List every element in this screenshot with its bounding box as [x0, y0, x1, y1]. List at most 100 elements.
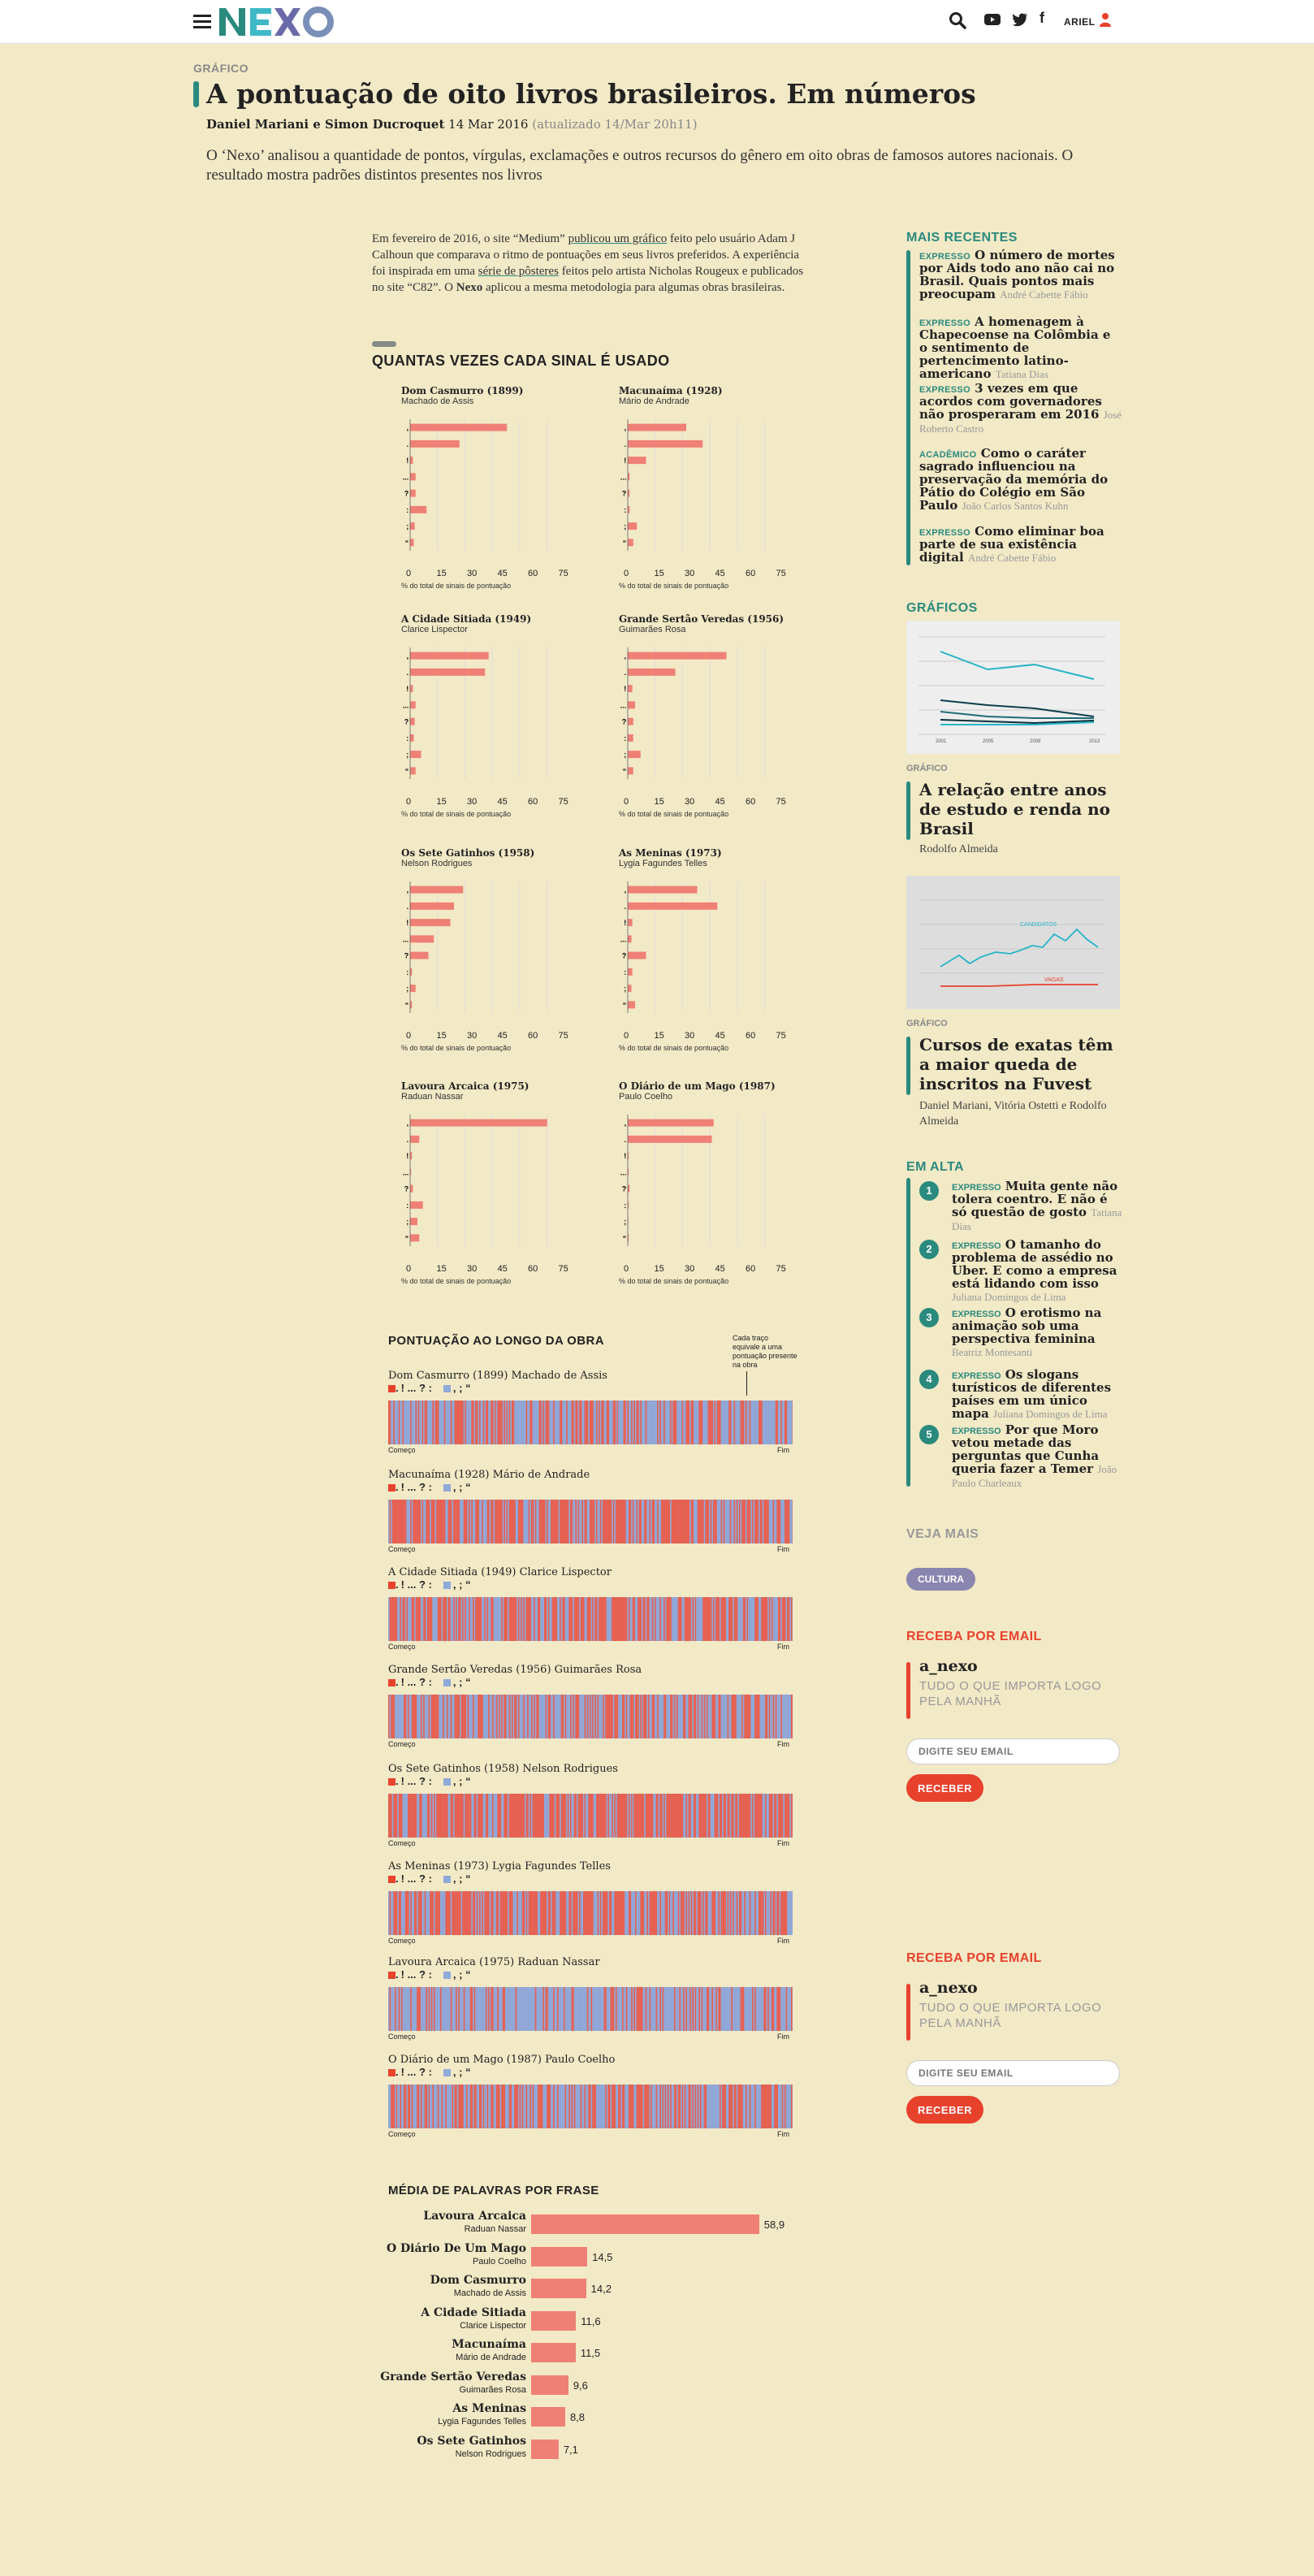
punctuation-mark [510, 1695, 512, 1738]
email-input-2[interactable] [906, 2060, 1120, 2086]
recent-title[interactable]: Como eliminar boa parte de sua existênci… [919, 524, 1104, 565]
punctuation-mark [657, 1987, 659, 2031]
punctuation-mark [746, 1597, 747, 1641]
hot-author[interactable]: Tatiana Dias [952, 1206, 1122, 1232]
punctuation-mark [713, 1597, 715, 1641]
recent-title[interactable]: A homenagem à Chapecoense na Colômbia e … [919, 314, 1111, 381]
barcode-ends: Começo Fim [388, 1643, 793, 1651]
hot-item[interactable]: EXPRESSO O erotismo na animação sob uma … [952, 1306, 1122, 1359]
graphic-2-title[interactable]: Cursos de exatas têm a maior queda de in… [919, 1035, 1113, 1093]
recent-item[interactable]: EXPRESSO A homenagem à Chapecoense na Co… [919, 315, 1122, 381]
authors[interactable]: Daniel Mariani e Simon Ducroquet [206, 117, 445, 132]
punctuation-mark [479, 1597, 481, 1641]
menu-icon[interactable] [193, 15, 211, 29]
recent-author[interactable]: José Roberto Castro [919, 409, 1122, 435]
tag-cultura[interactable]: CULTURA [906, 1568, 976, 1591]
recent-item[interactable]: ACADÊMICO Como o caráter sagrado influen… [919, 447, 1122, 513]
punctuation-mark [720, 1500, 723, 1543]
punctuation-mark [505, 1891, 507, 1935]
recent-title[interactable]: Como o caráter sagrado influenciou na pr… [919, 446, 1109, 513]
hot-author[interactable]: Juliana Domingos de Lima [993, 1408, 1108, 1420]
punctuation-mark [547, 1891, 550, 1935]
hot-item[interactable]: EXPRESSO O tamanho do problema de assédi… [952, 1238, 1122, 1304]
subscribe-button-2[interactable]: RECEBER [906, 2096, 983, 2124]
intro-link-posters[interactable]: série de pôsteres [478, 265, 559, 278]
x-tick-label: 75 [558, 1264, 568, 1274]
punctuation-mark [514, 1597, 516, 1641]
punctuation-mark [763, 1500, 765, 1543]
subscribe-button[interactable]: RECEBER [906, 1774, 983, 1802]
hot-author[interactable]: Beatriz Montesanti [952, 1346, 1033, 1358]
hot-item[interactable]: EXPRESSO Por que Moro vetou metade das p… [952, 1423, 1122, 1490]
punctuation-mark [525, 1891, 528, 1935]
recent-author[interactable]: André Cabette Fábio [967, 552, 1057, 564]
punctuation-mark [462, 2085, 464, 2128]
graphic-thumb-2[interactable]: CANDIDATOS VAGAS [906, 876, 1120, 1009]
punctuation-mark [612, 1500, 613, 1543]
graphic-1-author[interactable]: Rodolfo Almeida [919, 843, 998, 855]
punctuation-mark [484, 1891, 486, 1935]
punctuation-mark [720, 1500, 721, 1543]
hot-author[interactable]: João Paulo Charleaux [952, 1463, 1117, 1489]
recent-title[interactable]: 3 vezes em que acordos com governadores … [919, 381, 1102, 422]
recent-item[interactable]: EXPRESSO Como eliminar boa parte de sua … [919, 525, 1122, 565]
punctuation-mark [638, 1794, 639, 1838]
facebook-icon[interactable]: f [1040, 10, 1044, 26]
recent-author[interactable]: João Carlos Santos Kuhn [962, 500, 1069, 512]
recent-author[interactable]: Tatiana Dias [995, 368, 1048, 380]
punctuation-mark [521, 1500, 522, 1543]
punctuation-mark [759, 2085, 762, 2128]
punctuation-mark [423, 1794, 425, 1838]
recent-author[interactable]: André Cabette Fábio [1000, 288, 1088, 301]
punctuation-mark [458, 1987, 460, 2031]
hot-title[interactable]: O tamanho do problema de assédio no Uber… [952, 1237, 1117, 1291]
punctuation-mark [439, 1891, 440, 1935]
recent-item[interactable]: EXPRESSO 3 vezes em que acordos com gove… [919, 382, 1122, 435]
hot-title[interactable]: O erotismo na animação sob uma perspecti… [952, 1305, 1102, 1346]
punctuation-mark [668, 1891, 671, 1935]
hot-title[interactable]: Muita gente não tolera coentro. E não é … [952, 1179, 1118, 1219]
barcode-legend: .! ... ? :, ; “ [388, 1382, 793, 1395]
punctuation-mark [488, 1401, 490, 1444]
punctuation-mark [508, 1891, 509, 1935]
punctuation-mark [545, 1891, 547, 1935]
punctuation-mark [718, 1500, 720, 1543]
punctuation-mark [406, 1597, 408, 1641]
hot-title[interactable]: Os slogans turísticos de diferentes país… [952, 1367, 1112, 1421]
punctuation-mark [508, 1401, 511, 1444]
graphic-thumb-1[interactable]: 2001 2005 2009 2013 [906, 621, 1120, 754]
punctuation-mark [592, 1597, 594, 1641]
punctuation-mark [714, 1987, 716, 2031]
punctuation-mark [750, 1500, 752, 1543]
twitter-icon[interactable] [1012, 12, 1028, 27]
punctuation-mark [581, 1794, 583, 1838]
punctuation-mark [681, 1891, 682, 1935]
punctuation-mark [580, 1794, 582, 1838]
user-icon[interactable] [1100, 12, 1111, 27]
start-label: Começo [388, 1740, 416, 1748]
punctuation-mark [627, 1597, 629, 1641]
punctuation-mark [599, 1597, 602, 1641]
search-icon[interactable] [949, 11, 966, 29]
email-input[interactable] [906, 1738, 1120, 1764]
punctuation-mark [696, 1987, 698, 2031]
nexo-logo[interactable] [218, 3, 348, 39]
graphic-1-title[interactable]: A relação entre anos de estudo e renda n… [919, 780, 1110, 838]
recent-title[interactable]: O número de mortes por Aids todo ano não… [919, 248, 1115, 301]
punctuation-mark [571, 2085, 573, 2128]
punctuation-mark [715, 1794, 717, 1838]
hot-item[interactable]: EXPRESSO Muita gente não tolera coentro.… [952, 1180, 1122, 1233]
intro-link-medium[interactable]: publicou um gráfico [568, 232, 668, 245]
punctuation-mark [659, 1401, 661, 1444]
punctuation-mark [404, 1794, 405, 1838]
hot-item[interactable]: EXPRESSO Os slogans turísticos de difere… [952, 1368, 1122, 1421]
hot-title[interactable]: Por que Moro vetou metade das perguntas … [952, 1422, 1100, 1476]
punctuation-mark [774, 1987, 776, 2031]
punctuation-mark [540, 1401, 542, 1444]
punctuation-mark [702, 1500, 704, 1543]
hot-author[interactable]: Juliana Domingos de Lima [952, 1291, 1066, 1303]
graphic-2-author[interactable]: Daniel Mariani, Vitória Ostetti e Rodolf… [919, 1100, 1107, 1128]
recent-item[interactable]: EXPRESSO O número de mortes por Aids tod… [919, 249, 1122, 301]
user-name[interactable]: ARIEL [1064, 16, 1096, 28]
youtube-icon[interactable] [984, 13, 1001, 26]
